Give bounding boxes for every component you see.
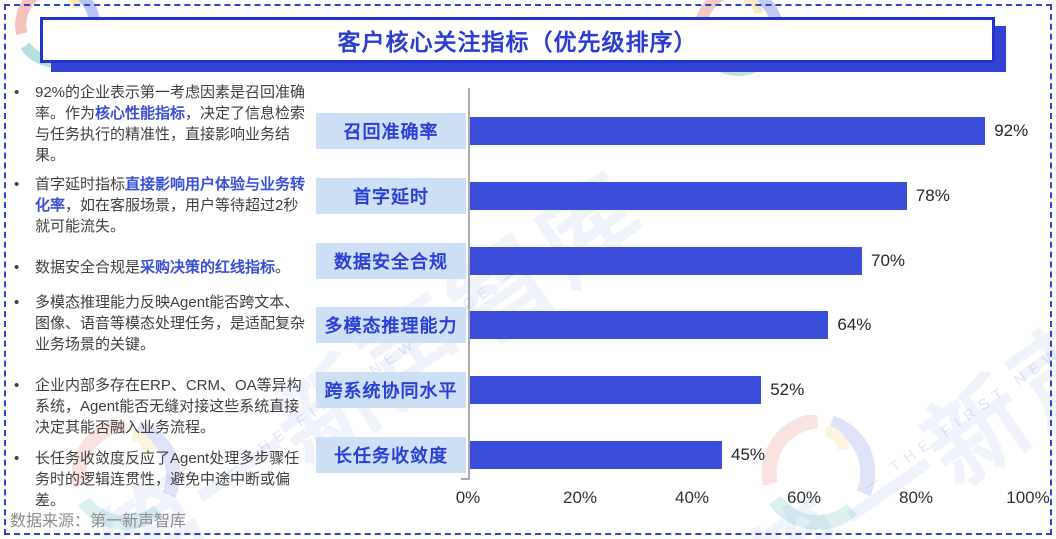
note-text: 。 xyxy=(275,259,291,276)
note-text: 数据安全合规是 xyxy=(35,259,141,276)
page-title: 客户核心关注指标（优先级排序） xyxy=(337,29,698,55)
title-banner: 客户核心关注指标（优先级排序） xyxy=(40,17,995,63)
note-text: ，决定了信息检索与任务执行的精准性，直接影响业务结果。 xyxy=(35,105,306,164)
notes-list: 92%的企业表示第一考虑因素是召回准确率。作为核心性能指标，决定了信息检索与任务… xyxy=(8,82,312,511)
bar xyxy=(470,117,986,145)
value-label: 64% xyxy=(837,315,872,335)
bar xyxy=(470,376,762,405)
note-text: 企业内部多存在ERP、CRM、OA等异构系统，Agent能否无缝对接这些系统直接… xyxy=(35,377,302,436)
x-axis-tick-labels: 0% 20% 40% 60% 80% 100% xyxy=(0,488,1056,510)
note-text: 长任务收敛度反应了Agent处理多步骤任务时的逻辑连贯性，避免中途中断或偏差。 xyxy=(35,450,300,509)
data-source-label: 数据来源：第一新声智库 xyxy=(10,513,187,530)
note-bullet: 数据安全合规是采购决策的红线指标。 xyxy=(8,257,312,278)
note-text: 92%的企业表示第一考虑因素是召回准确率。作为 xyxy=(35,84,306,122)
category-label: 多模态推理能力 xyxy=(316,307,466,344)
category-label: 首字延时 xyxy=(316,177,466,214)
chart-row: 长任务收敛度 45% xyxy=(316,436,1046,473)
chart-row: 多模态推理能力 64% xyxy=(316,307,1046,344)
value-label: 52% xyxy=(770,380,805,400)
note-highlight-text: 核心性能指标 xyxy=(95,105,186,122)
value-label: 92% xyxy=(994,121,1029,140)
y-axis-line xyxy=(468,88,470,480)
note-highlight-text: 采购决策的红线指标 xyxy=(140,259,276,276)
x-axis-tick: 60% xyxy=(786,488,822,507)
x-axis-tick: 20% xyxy=(562,488,598,507)
category-label: 跨系统协同水平 xyxy=(316,372,466,409)
value-label: 45% xyxy=(731,444,766,464)
note-bullet: 92%的企业表示第一考虑因素是召回准确率。作为核心性能指标，决定了信息检索与任务… xyxy=(8,82,312,166)
category-label: 召回准确率 xyxy=(316,113,466,149)
category-label: 数据安全合规 xyxy=(316,242,466,279)
axis-origin-tick xyxy=(461,478,469,480)
chart-row: 召回准确率 92% xyxy=(316,113,1046,149)
note-text: 首字延时指标 xyxy=(35,176,126,193)
note-bullet: 多模态推理能力反映Agent能否跨文本、图像、语音等模态处理任务，是适配复杂业务… xyxy=(8,292,312,355)
note-bullet: 长任务收敛度反应了Agent处理多步骤任务时的逻辑连贯性，避免中途中断或偏差。 xyxy=(8,448,312,511)
x-axis-tick: 40% xyxy=(674,488,710,507)
chart-row: 数据安全合规 70% xyxy=(316,242,1046,279)
note-bullet: 企业内部多存在ERP、CRM、OA等异构系统，Agent能否无缝对接这些系统直接… xyxy=(8,375,312,438)
category-label: 长任务收敛度 xyxy=(316,436,466,473)
note-bullet: 首字延时指标直接影响用户体验与业务转化率，如在客服场景，用户等待超过2秒就可能流… xyxy=(8,174,312,237)
x-axis-tick: 100% xyxy=(1006,488,1050,507)
bar xyxy=(470,246,862,275)
note-highlight-text: 直接影响用户体验与业务转化率 xyxy=(35,176,306,214)
bar xyxy=(470,440,722,469)
bar-chart: 召回准确率 92% 首字延时 78% 数据安全合规 70% 多模态推理能力 64% 跨系统协同水… xyxy=(316,113,1046,473)
x-axis-tick: 80% xyxy=(898,488,934,507)
chart-row: 跨系统协同水平 52% xyxy=(316,372,1046,409)
note-text: 多模态推理能力反映Agent能否跨文本、图像、语音等模态处理任务，是适配复杂业务… xyxy=(35,294,306,353)
value-label: 70% xyxy=(871,250,906,270)
note-text: ，如在客服场景，用户等待超过2秒就可能流失。 xyxy=(35,197,299,235)
bar xyxy=(470,311,829,340)
value-label: 78% xyxy=(915,185,950,205)
watermark-globe-icon xyxy=(761,415,875,530)
bar xyxy=(470,181,907,210)
chart-row: 首字延时 78% xyxy=(316,177,1046,214)
x-axis-tick: 0% xyxy=(455,488,481,507)
